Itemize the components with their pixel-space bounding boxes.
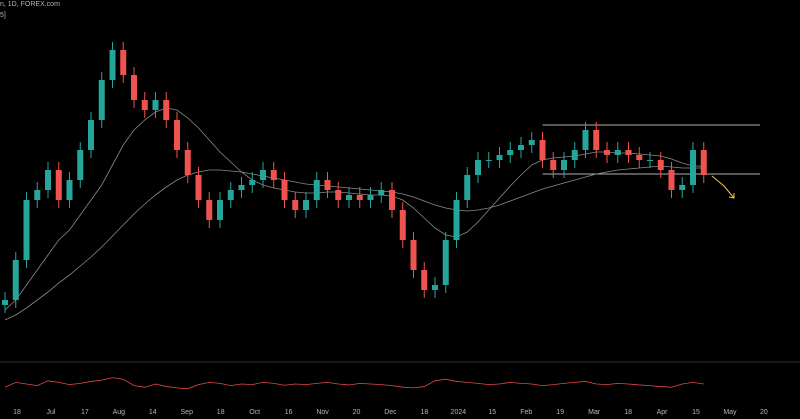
candle-body (34, 190, 41, 200)
candle-body (313, 180, 320, 200)
candle-body (66, 180, 73, 200)
candle-body (550, 160, 557, 170)
candle-body (668, 170, 675, 190)
candle-body (152, 100, 159, 110)
indicator-label: 5] (0, 12, 6, 19)
candle-body (109, 50, 116, 80)
candle-body (700, 150, 707, 175)
x-tick-label: Nov (316, 409, 329, 416)
candle-body (195, 175, 202, 200)
x-tick-label: 15 (488, 409, 496, 416)
candle-body (464, 175, 471, 200)
candle-body (571, 150, 578, 160)
candle-body (174, 120, 180, 150)
candle-body (131, 75, 137, 100)
candle-body (55, 170, 62, 200)
x-tick-label: Oct (249, 409, 260, 416)
candle-body (582, 130, 589, 150)
x-tick-label: Aug (113, 409, 126, 416)
x-tick-label: Feb (520, 409, 532, 416)
candle-body (625, 150, 632, 155)
x-tick-label: 14 (149, 409, 157, 416)
candle-body (356, 195, 363, 200)
candle-body (604, 150, 610, 155)
x-tick-label: 16 (285, 409, 293, 416)
candle-body (453, 200, 460, 240)
candle-body (475, 160, 481, 175)
x-tick-label: Apr (657, 409, 669, 416)
x-tick-label: Sep (181, 409, 194, 416)
candle-body (367, 195, 374, 200)
candle-body (636, 155, 643, 160)
x-tick-label: 18 (217, 409, 225, 416)
candle-body (539, 140, 546, 160)
x-tick-label: 18 (421, 409, 429, 416)
candle-body (227, 190, 234, 200)
ma-fast (4, 107, 704, 311)
candle-body (410, 240, 417, 270)
x-tick-label: 15 (692, 409, 700, 416)
arrow (711, 175, 735, 199)
candle-body (421, 270, 428, 290)
candle-body (184, 150, 191, 175)
arrow-head (728, 193, 735, 199)
candle-body (45, 170, 51, 190)
x-tick-label: Dec (384, 409, 397, 416)
x-tick-label: Mar (588, 409, 601, 416)
x-tick-label: May (723, 409, 737, 416)
x-tick-label: 18 (624, 409, 632, 416)
candle-body (389, 190, 395, 210)
candle-body (260, 170, 266, 180)
candle-body (399, 210, 406, 240)
candle-body (518, 145, 524, 150)
candle-body (378, 190, 385, 195)
candle-body (2, 300, 8, 305)
candle-body (561, 160, 567, 170)
candle-body (120, 50, 127, 75)
x-tick-label: 20 (760, 409, 768, 416)
x-tick-label: 18 (13, 409, 21, 416)
x-tick-label: 17 (81, 409, 89, 416)
candle-body (346, 195, 352, 200)
candle-body (657, 160, 664, 170)
candle-body (12, 260, 19, 300)
candle-body (206, 200, 213, 220)
candle-body (335, 190, 342, 200)
candle-body (217, 200, 223, 220)
candle-body (163, 100, 170, 120)
oscillator-line (4, 377, 704, 390)
symbol-title: n, 1D, FOREX.com (0, 1, 60, 8)
candle-body (98, 80, 105, 120)
x-tick-label: 20 (353, 409, 361, 416)
x-tick-label: Jul (46, 409, 55, 416)
candle-body (690, 150, 696, 185)
candle-body (238, 185, 245, 190)
candle-body (647, 160, 653, 161)
candle-body (77, 150, 84, 180)
candle-body (485, 160, 492, 161)
candle-body (23, 200, 30, 260)
ma-slow (4, 165, 704, 321)
candle-body (593, 130, 600, 150)
candle-body (303, 200, 309, 210)
candle-body (507, 150, 514, 155)
candle-body (141, 100, 148, 110)
candle-body (528, 140, 535, 145)
candle-body (88, 120, 94, 150)
candle-body (432, 285, 438, 290)
candle-body (249, 180, 256, 185)
candle-body (442, 240, 449, 285)
x-tick-label: 19 (556, 409, 564, 416)
x-tick-label: 2024 (451, 409, 467, 416)
candle-body (324, 180, 331, 190)
candle-body (270, 170, 277, 180)
candle-body (614, 150, 621, 155)
candle-body (679, 185, 686, 190)
candle-body (292, 200, 299, 210)
candle-body (281, 180, 288, 200)
candle-body (496, 155, 503, 160)
